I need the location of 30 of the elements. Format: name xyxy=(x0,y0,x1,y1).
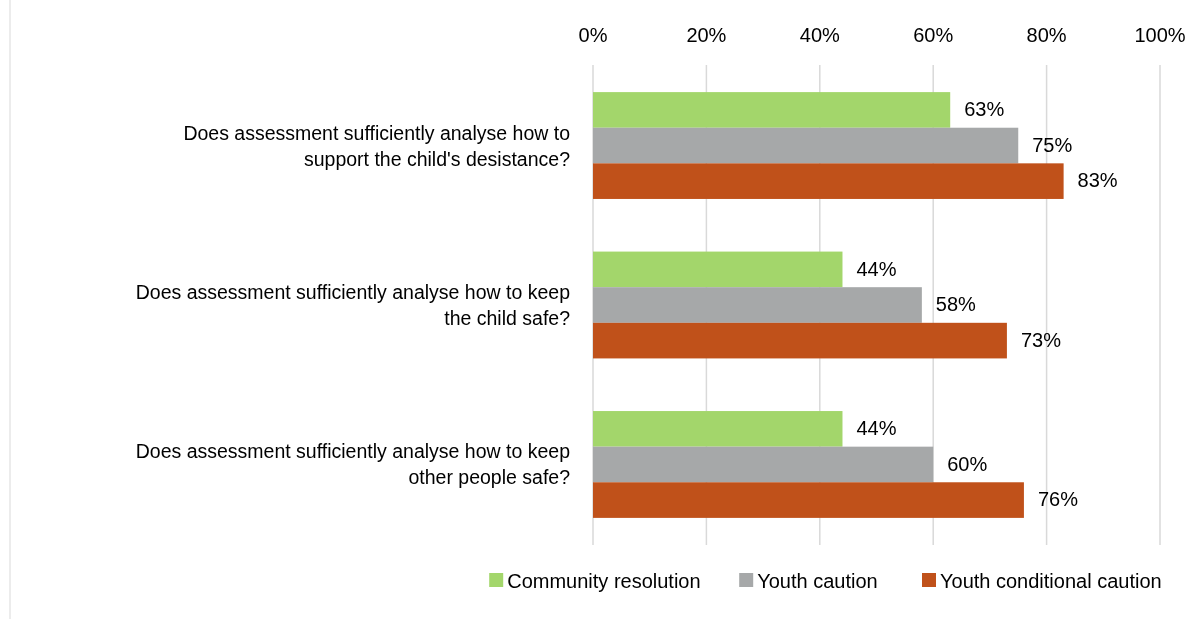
data-label: 44% xyxy=(856,417,897,440)
y-tick-label: Does assessment sufficiently analyse how to keep other people safe? xyxy=(135,440,571,489)
data-label: 83% xyxy=(1077,169,1118,192)
y-tick-label: Does assessment sufficiently analyse how to support the child's desistance? xyxy=(183,121,571,170)
bar xyxy=(593,92,951,128)
bar xyxy=(593,482,1024,518)
bar xyxy=(593,411,843,447)
data-label: 76% xyxy=(1037,488,1079,511)
legend-label: Community resolution xyxy=(507,570,701,592)
legend-label: Youth caution xyxy=(757,570,878,592)
data-label: 63% xyxy=(964,98,1005,121)
y-tick-label: Does assessment sufficiently analyse how to keep the child safe? xyxy=(135,281,571,329)
data-label: 60% xyxy=(947,452,988,475)
bar xyxy=(593,446,934,483)
data-label: 58% xyxy=(935,293,977,316)
x-tick-label: 0% xyxy=(578,24,608,46)
x-tick-label: 40% xyxy=(799,24,841,46)
x-tick-label: 60% xyxy=(913,24,954,46)
bar xyxy=(593,322,1007,359)
data-label: 73% xyxy=(1020,328,1062,351)
bar xyxy=(593,251,843,288)
data-label: 44% xyxy=(856,257,897,280)
data-label: 75% xyxy=(1032,133,1073,156)
bar xyxy=(593,287,922,323)
bar xyxy=(593,163,1064,199)
x-tick-label: 100% xyxy=(1134,24,1186,46)
x-tick-label: 80% xyxy=(1026,24,1067,46)
bar xyxy=(593,127,1019,164)
x-tick-label: 20% xyxy=(686,24,727,46)
legend-label: Youth conditional caution xyxy=(940,570,1162,592)
